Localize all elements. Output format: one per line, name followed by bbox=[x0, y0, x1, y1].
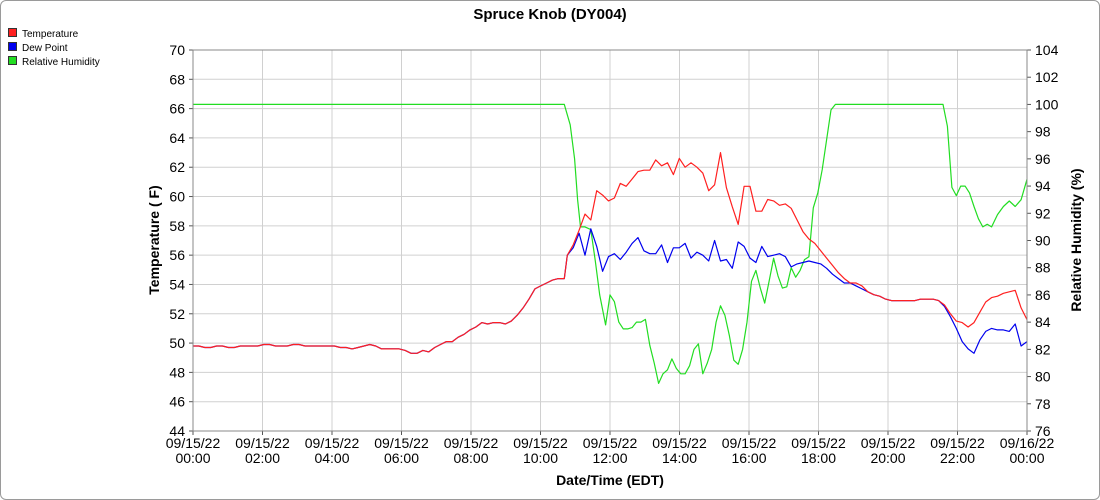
y-tick-label: 48 bbox=[169, 364, 185, 380]
grid-lines bbox=[192, 49, 1028, 432]
x-tick-label-time: 10:00 bbox=[523, 450, 558, 466]
x-tick-label-time: 00:00 bbox=[1009, 450, 1044, 466]
legend-item-relative-humidity: Relative Humidity bbox=[8, 56, 100, 70]
y-tick-label: 64 bbox=[169, 130, 185, 146]
y2-tick-label: 90 bbox=[1035, 233, 1051, 249]
y-tick-label: 62 bbox=[169, 159, 185, 175]
x-tick-label-date: 09/15/22 bbox=[861, 435, 916, 451]
x-tick-label-time: 18:00 bbox=[801, 450, 836, 466]
y-tick-label: 54 bbox=[169, 276, 185, 292]
series-layer bbox=[193, 103, 1028, 384]
x-tick-label-time: 20:00 bbox=[870, 450, 905, 466]
x-tick-label-time: 00:00 bbox=[175, 450, 210, 466]
x-axis-title: Date/Time (EDT) bbox=[556, 472, 664, 488]
legend-label-temperature: Temperature bbox=[22, 29, 79, 40]
y-tick-label: 60 bbox=[169, 189, 185, 205]
y-tick-label: 50 bbox=[169, 335, 185, 351]
y-axis-title: Temperature ( F) bbox=[146, 185, 162, 294]
legend-swatch-temperature bbox=[8, 28, 17, 37]
y-tick-label: 46 bbox=[169, 394, 185, 410]
y-tick-label: 66 bbox=[169, 101, 185, 117]
y2-tick-label: 104 bbox=[1035, 42, 1059, 58]
legend-item-dew-point: Dew Point bbox=[8, 42, 100, 56]
y2-tick-label: 80 bbox=[1035, 369, 1051, 385]
y2-tick-label: 76 bbox=[1035, 423, 1051, 439]
x-tick-label-time: 16:00 bbox=[731, 450, 766, 466]
x-tick-label-time: 22:00 bbox=[940, 450, 975, 466]
y2-tick-label: 78 bbox=[1035, 396, 1051, 412]
x-tick-label-time: 04:00 bbox=[314, 450, 349, 466]
legend-label-dew-point: Dew Point bbox=[22, 43, 68, 54]
x-tick-label-date: 09/15/22 bbox=[652, 435, 707, 451]
x-tick-label-date: 09/16/22 bbox=[1000, 435, 1055, 451]
y2-tick-label: 86 bbox=[1035, 287, 1051, 303]
y-tick-label: 58 bbox=[169, 218, 185, 234]
x-tick-label-time: 02:00 bbox=[245, 450, 280, 466]
y2-tick-label: 82 bbox=[1035, 341, 1051, 357]
y2-tick-label: 94 bbox=[1035, 178, 1051, 194]
x-tick-label-date: 09/15/22 bbox=[305, 435, 360, 451]
y2-tick-label: 92 bbox=[1035, 205, 1051, 221]
y-tick-label: 52 bbox=[169, 306, 185, 322]
y2-tick-label: 96 bbox=[1035, 151, 1051, 167]
y2-tick-label: 88 bbox=[1035, 260, 1051, 276]
y-tick-label: 70 bbox=[169, 42, 185, 58]
y2-tick-label: 102 bbox=[1035, 69, 1059, 85]
legend-label-relative-humidity: Relative Humidity bbox=[22, 57, 100, 68]
x-tick-label-time: 06:00 bbox=[384, 450, 419, 466]
chart-title: Spruce Knob (DY004) bbox=[473, 6, 626, 23]
x-tick-label-date: 09/15/22 bbox=[166, 435, 221, 451]
x-tick-label-time: 14:00 bbox=[662, 450, 697, 466]
x-tick-label-date: 09/15/22 bbox=[513, 435, 568, 451]
x-tick-label-time: 12:00 bbox=[592, 450, 627, 466]
y2-axis-title: Relative Humidity (%) bbox=[1068, 168, 1084, 311]
x-tick-label-date: 09/15/22 bbox=[374, 435, 429, 451]
x-tick-label-date: 09/15/22 bbox=[235, 435, 290, 451]
x-tick-label-date: 09/15/22 bbox=[791, 435, 846, 451]
x-tick-label-time: 08:00 bbox=[453, 450, 488, 466]
y-tick-label: 56 bbox=[169, 247, 185, 263]
y2-tick-label: 84 bbox=[1035, 314, 1051, 330]
series-line-temperature bbox=[193, 152, 1028, 354]
y2-tick-label: 98 bbox=[1035, 124, 1051, 140]
legend-item-temperature: Temperature bbox=[8, 28, 100, 42]
y-tick-label: 68 bbox=[169, 71, 185, 87]
chart-legend: Temperature Dew Point Relative Humidity bbox=[8, 28, 100, 70]
plot-area-border bbox=[192, 49, 1028, 432]
series-line-relative-humidity bbox=[193, 103, 1028, 384]
legend-swatch-dew-point bbox=[8, 42, 17, 51]
y-tick-label: 44 bbox=[169, 423, 185, 439]
x-tick-label-date: 09/15/22 bbox=[583, 435, 638, 451]
y2-tick-label: 100 bbox=[1035, 96, 1059, 112]
legend-swatch-relative-humidity bbox=[8, 56, 17, 65]
x-tick-label-date: 09/15/22 bbox=[444, 435, 499, 451]
x-tick-label-date: 09/15/22 bbox=[930, 435, 985, 451]
axes: 09/15/2200:0009/15/2202:0009/15/2204:000… bbox=[166, 42, 1059, 466]
x-tick-label-date: 09/15/22 bbox=[722, 435, 777, 451]
